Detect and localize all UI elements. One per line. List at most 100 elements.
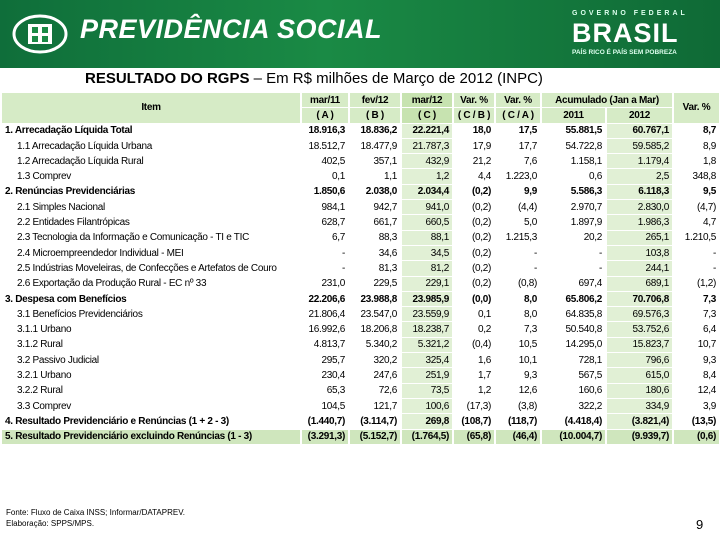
row-label: 2. Renúncias Previdenciárias bbox=[0, 184, 301, 201]
cell: 334,9 bbox=[604, 398, 674, 415]
cell: 14.295,0 bbox=[540, 337, 606, 354]
cell: (108,7) bbox=[452, 413, 495, 430]
cell: 2,5 bbox=[604, 168, 674, 185]
cell: 34,6 bbox=[348, 245, 401, 262]
cell: 295,7 bbox=[300, 352, 349, 369]
cell: 23.547,0 bbox=[348, 306, 401, 323]
cell: 8,9 bbox=[672, 138, 720, 155]
cell: 8,7 bbox=[672, 123, 720, 139]
cell: (1.440,7) bbox=[300, 413, 349, 430]
cell: 0,6 bbox=[540, 168, 606, 185]
table-row: 2.1 Simples Nacional 984,1 942,7 941,0 (0,2)… bbox=[0, 199, 720, 216]
column-subheader: ( B ) bbox=[348, 107, 401, 124]
row-label: 2.3 Tecnologia da Informação e Comunicaç… bbox=[0, 230, 301, 246]
cell: (46,4) bbox=[494, 429, 541, 445]
row-label: 4. Resultado Previdenciário e Renúncias … bbox=[0, 413, 301, 430]
cell: 7,3 bbox=[672, 291, 720, 308]
table-row: 2. Renúncias Previdenciárias 1.850,6 2.038… bbox=[0, 184, 720, 201]
cell: 348,8 bbox=[672, 168, 720, 185]
cell: 22.206,6 bbox=[300, 291, 349, 308]
table-row: 3.2 Passivo Judicial 295,7 320,2 325,4 1,6 10… bbox=[0, 352, 720, 369]
cell: - bbox=[672, 245, 720, 262]
column-header: Var. % bbox=[672, 93, 720, 124]
table-row: 2.5 Indústrias Moveleiras, de Confecções… bbox=[0, 260, 720, 277]
cell: 21.806,4 bbox=[300, 306, 349, 323]
cell: 9,3 bbox=[672, 352, 720, 369]
column-subheader: ( C ) bbox=[400, 107, 453, 124]
cell: 941,0 bbox=[400, 199, 453, 216]
row-label: 3.2.2 Rural bbox=[0, 383, 301, 399]
cell: 59.585,2 bbox=[604, 138, 674, 155]
cell: 23.559,9 bbox=[400, 306, 453, 323]
cell: (3,8) bbox=[494, 398, 541, 415]
table-row: 3.1 Benefícios Previdenciários 21.806,4 23… bbox=[0, 306, 720, 323]
cell: 12,4 bbox=[672, 383, 720, 399]
cell: (13,5) bbox=[672, 413, 720, 430]
cell: 180,6 bbox=[604, 383, 674, 399]
cell: 10,5 bbox=[494, 337, 541, 354]
cell: (0,2) bbox=[452, 245, 495, 262]
cell: 231,0 bbox=[300, 276, 349, 292]
cell: (0,2) bbox=[452, 276, 495, 292]
table-row: 3.2.2 Rural 65,3 72,6 73,5 1,2 12,6 160,6 180,6… bbox=[0, 383, 720, 399]
column-header: mar/12 bbox=[400, 93, 453, 109]
credit: Elaboração: SPPS/MPS. bbox=[6, 519, 95, 528]
cell: 10,7 bbox=[672, 337, 720, 354]
cell: (0,2) bbox=[452, 260, 495, 277]
cell: 88,3 bbox=[348, 230, 401, 246]
cell: 0,1 bbox=[452, 306, 495, 323]
column-header: Item bbox=[0, 93, 301, 124]
table-row: 1.2 Arrecadação Líquida Rural 402,5 357,1 4… bbox=[0, 153, 720, 170]
cell: - bbox=[300, 260, 349, 277]
cell: 18.206,8 bbox=[348, 321, 401, 338]
cell: 229,1 bbox=[400, 276, 453, 292]
table-row: 2.3 Tecnologia da Informação e Comunicaç… bbox=[0, 230, 720, 246]
brand: PREVIDÊNCIA SOCIAL bbox=[80, 14, 383, 44]
cell: 50.540,8 bbox=[540, 321, 606, 338]
cell: 18.512,7 bbox=[300, 138, 349, 155]
banner: PREVIDÊNCIA SOCIAL GOVERNO FEDERAL BRASI… bbox=[0, 0, 720, 68]
cell: 8,0 bbox=[494, 306, 541, 323]
cell: (4,4) bbox=[494, 199, 541, 216]
cell: 18.238,7 bbox=[400, 321, 453, 338]
row-label: 3. Despesa com Benefícios bbox=[0, 291, 301, 308]
cell: 8,0 bbox=[494, 291, 541, 308]
cell: 1,6 bbox=[452, 352, 495, 369]
column-header: mar/11 bbox=[300, 93, 349, 109]
cell: 7,6 bbox=[494, 153, 541, 170]
cell: (0,2) bbox=[452, 214, 495, 231]
column-subheader: 2011 bbox=[540, 107, 606, 124]
row-label: 1. Arrecadação Líquida Total bbox=[0, 123, 301, 139]
cell: 660,5 bbox=[400, 214, 453, 231]
cell: 4,4 bbox=[452, 168, 495, 185]
cell: 2.830,0 bbox=[604, 199, 674, 216]
cell: (17,3) bbox=[452, 398, 495, 415]
cell: 615,0 bbox=[604, 367, 674, 384]
cell: 10,1 bbox=[494, 352, 541, 369]
cell: 2.970,7 bbox=[540, 199, 606, 216]
table-row: 3.3 Comprev 104,5 121,7 100,6 (17,3) (3,8) 322… bbox=[0, 398, 720, 415]
cell: 6,7 bbox=[300, 230, 349, 246]
cell: 7,3 bbox=[494, 321, 541, 338]
cell: (4.418,4) bbox=[540, 413, 606, 430]
cell: 53.752,6 bbox=[604, 321, 674, 338]
cell: 1,7 bbox=[452, 367, 495, 384]
title-sub: – Em R$ milhões de Março de 2012 (INPC) bbox=[253, 70, 543, 87]
row-label: 1.2 Arrecadação Líquida Rural bbox=[0, 153, 301, 170]
cell: 1,2 bbox=[452, 383, 495, 399]
cell: (0,8) bbox=[494, 276, 541, 292]
cell: 5.586,3 bbox=[540, 184, 606, 201]
table-row: 2.6 Exportação da Produção Rural - EC nº… bbox=[0, 276, 720, 292]
logo-icon bbox=[12, 14, 68, 54]
row-label: 3.1 Benefícios Previdenciários bbox=[0, 306, 301, 323]
cell: (4,7) bbox=[672, 199, 720, 216]
table-row: 1.1 Arrecadação Líquida Urbana 18.512,7 18… bbox=[0, 138, 720, 155]
cell: 628,7 bbox=[300, 214, 349, 231]
column-subheader: ( A ) bbox=[300, 107, 349, 124]
source: Fonte: Fluxo de Caixa INSS; Informar/DAT… bbox=[6, 508, 186, 517]
cell: 104,5 bbox=[300, 398, 349, 415]
cell: 5.321,2 bbox=[400, 337, 453, 354]
cell: 0,2 bbox=[452, 321, 495, 338]
cell: (5.152,7) bbox=[348, 429, 401, 445]
cell: 1,8 bbox=[672, 153, 720, 170]
